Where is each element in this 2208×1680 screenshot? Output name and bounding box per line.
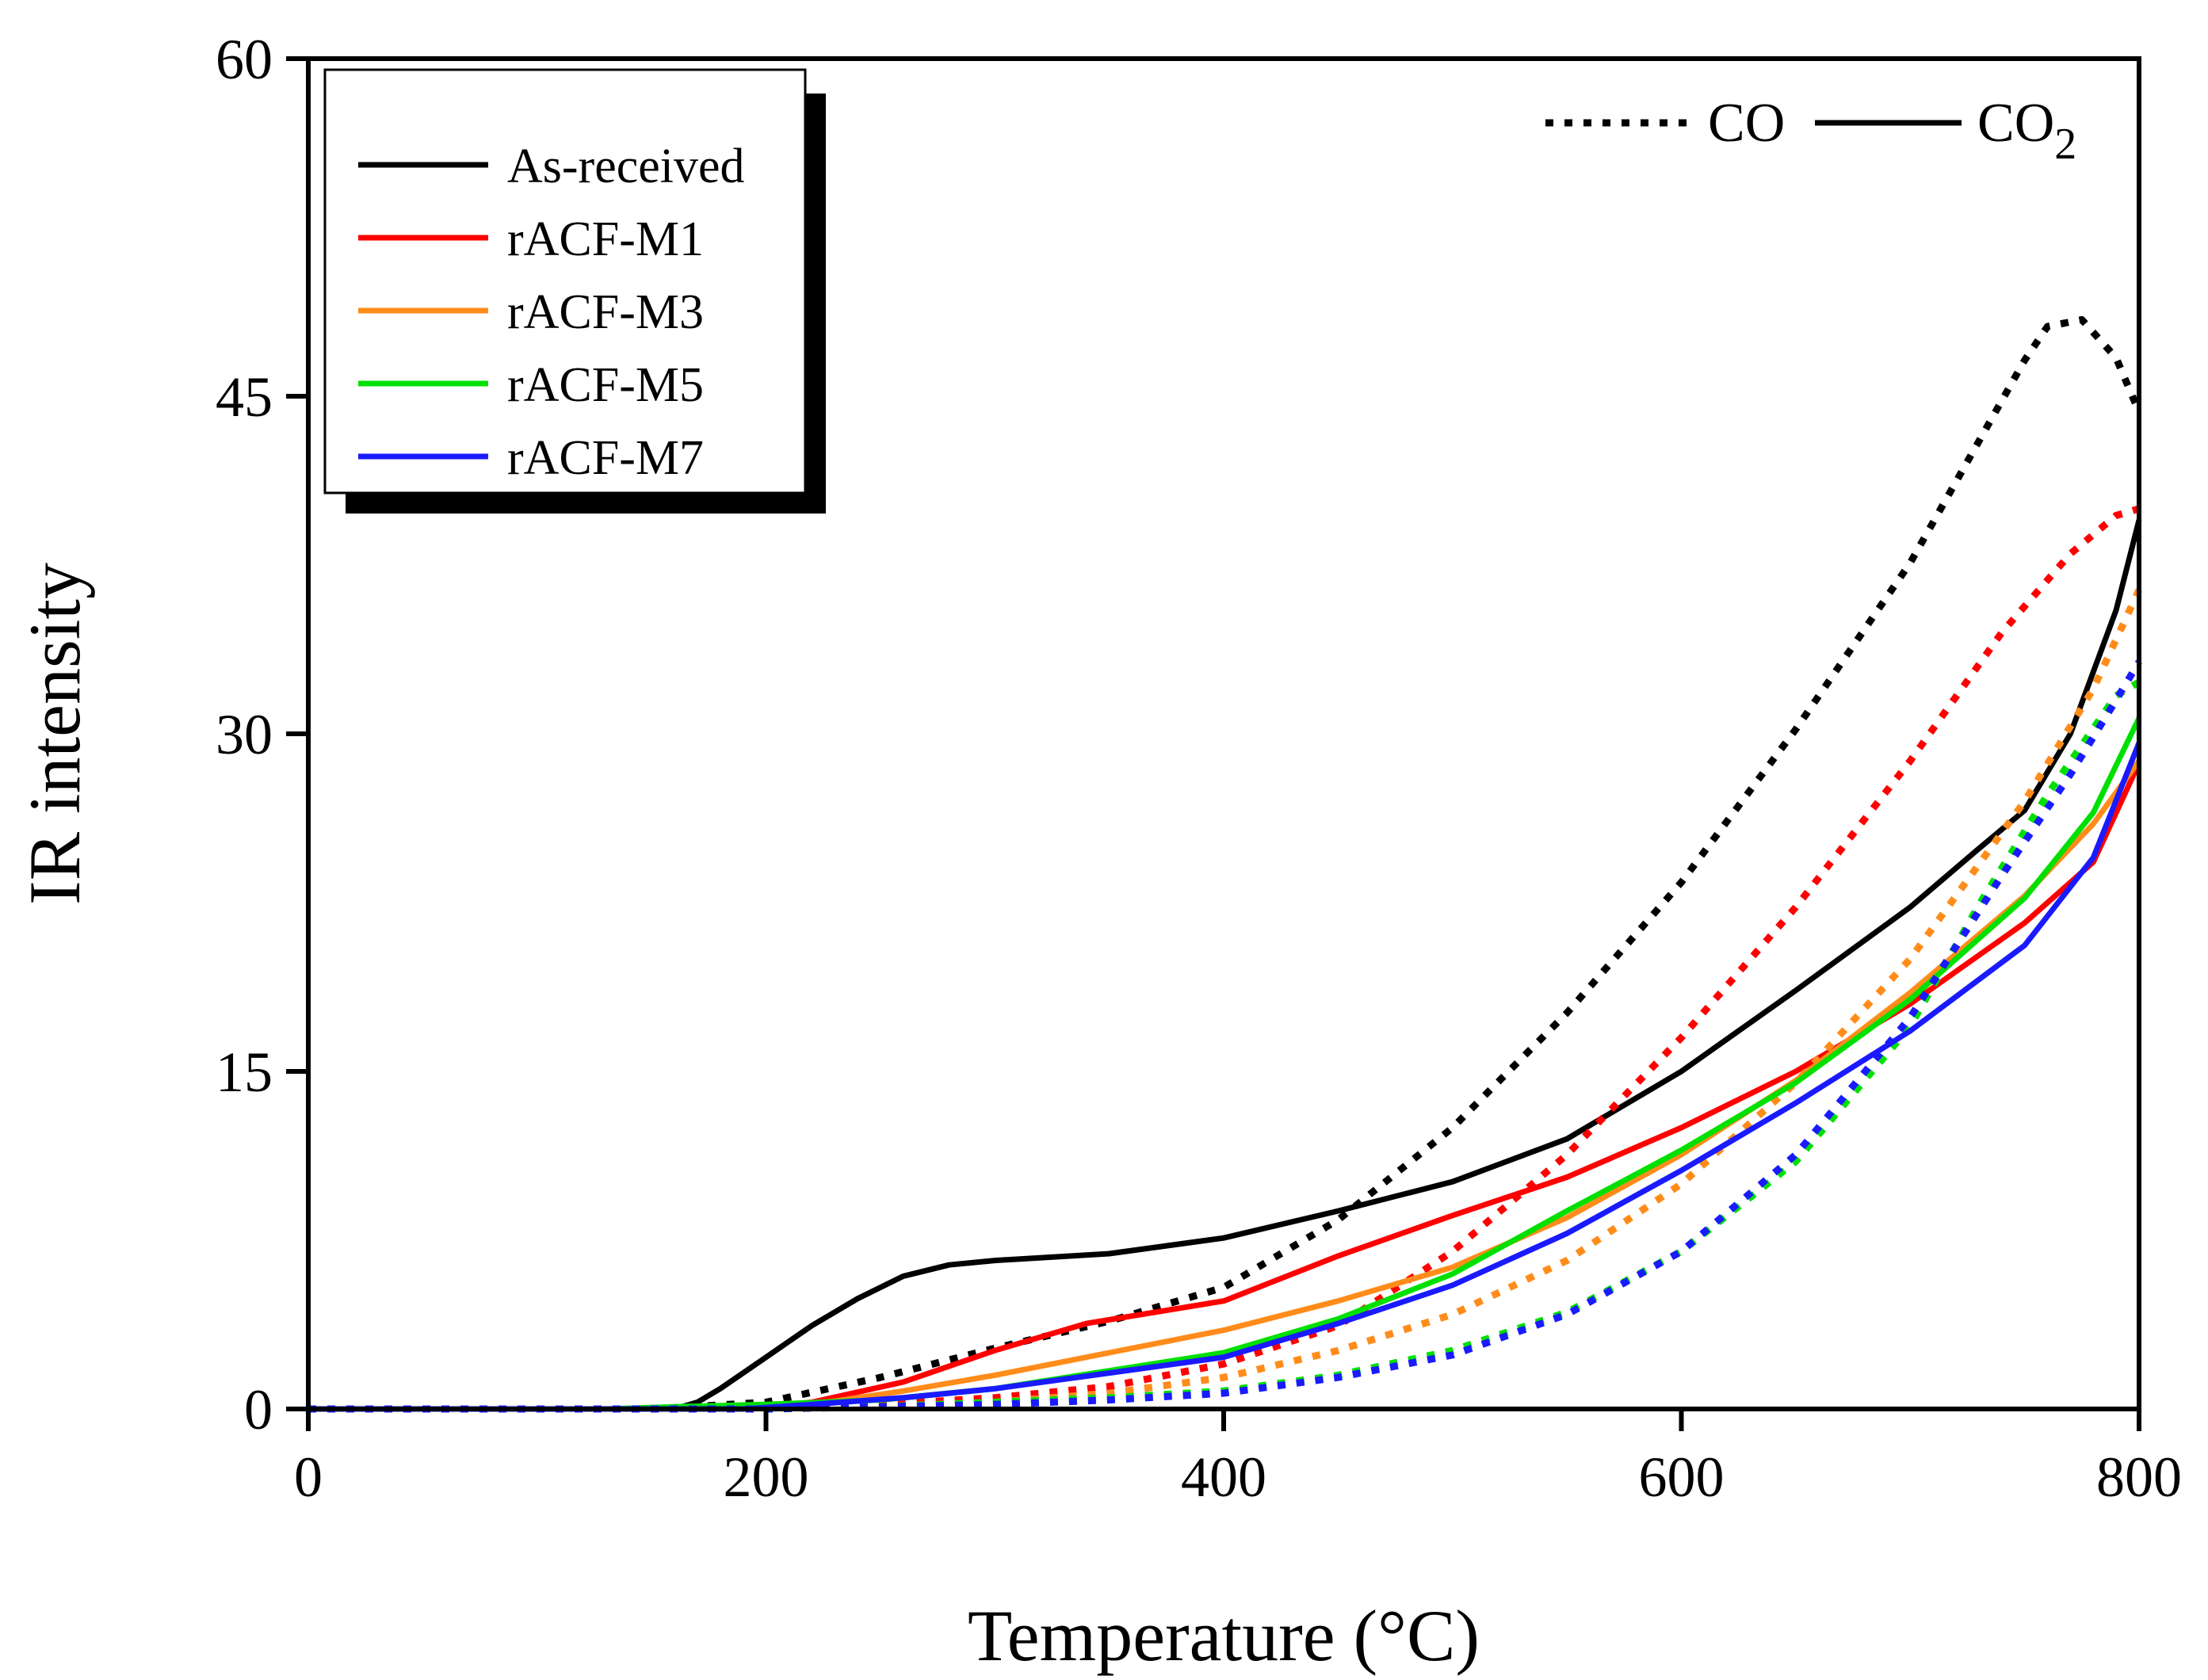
axis-ticks: 0 200 400 600 800 0 15 30 45 60 <box>216 28 2182 1509</box>
x-tick-label: 600 <box>1639 1445 1725 1509</box>
x-tick-label: 800 <box>2096 1445 2182 1509</box>
legend-items: As-received rACF-M1 rACF-M3 rACF-M5 rACF-M7 <box>358 139 745 485</box>
co2-line-racf-m5 <box>308 716 2142 1412</box>
co2-style-label: CO2 <box>1977 93 2076 169</box>
legend-label-racf-m5: rACF-M5 <box>507 358 704 412</box>
co-style-label: CO <box>1708 93 1785 154</box>
co-line-racf-m3 <box>308 588 2143 1413</box>
co2-style-label-base: CO <box>1977 93 2054 154</box>
y-tick-label: 15 <box>216 1040 273 1104</box>
x-tick-label: 0 <box>294 1445 323 1509</box>
x-tick-label: 200 <box>724 1445 809 1509</box>
y-tick-label: 0 <box>244 1378 273 1441</box>
legend-box <box>323 68 807 494</box>
co2-line-racf-m1 <box>308 762 2142 1412</box>
co2-line-racf-m3 <box>308 759 2141 1412</box>
x-axis-title: Temperature (°C) <box>968 1595 1480 1676</box>
co-line-racf-m1 <box>308 505 2141 1413</box>
legend-label-racf-m3: rACF-M3 <box>507 285 704 339</box>
co2-style-label-subscript: 2 <box>2054 120 2076 169</box>
co-line-as-received <box>308 315 2143 1413</box>
y-axis-title: IR intensity <box>14 563 95 905</box>
y-tick-label: 60 <box>216 28 273 91</box>
line-style-key: CO CO2 <box>1545 93 2076 169</box>
legend-label-as-received: As-received <box>507 139 745 193</box>
co-line-racf-m7 <box>308 659 2142 1413</box>
y-tick-label: 45 <box>216 365 273 429</box>
legend-label-racf-m7: rACF-M7 <box>507 431 704 485</box>
co2-line-as-received <box>308 519 2142 1412</box>
co2-line-racf-m7 <box>308 742 2142 1412</box>
legend-label-racf-m1: rACF-M1 <box>507 212 704 266</box>
x-tick-label: 400 <box>1181 1445 1266 1509</box>
legend: As-received rACF-M1 rACF-M3 rACF-M5 rACF-M7 <box>323 68 826 514</box>
y-tick-label: 30 <box>216 703 273 766</box>
series-lines <box>308 315 2143 1413</box>
